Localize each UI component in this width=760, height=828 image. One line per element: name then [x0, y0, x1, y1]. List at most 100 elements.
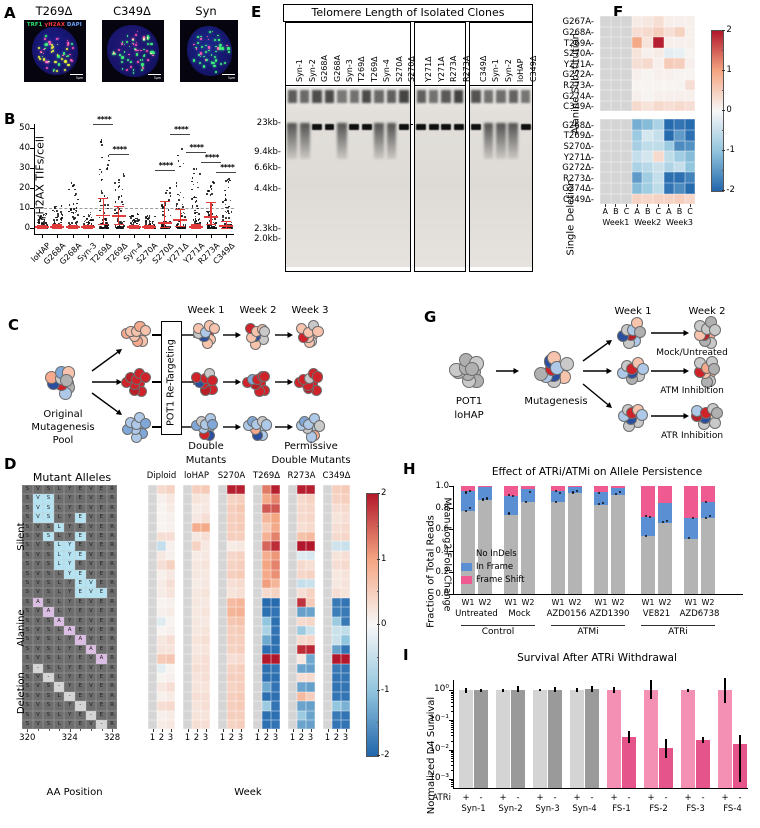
h-bar-in-frame	[611, 487, 625, 495]
seq-cell: S	[22, 579, 33, 588]
f-bot-cell	[663, 151, 675, 162]
f-bot-cell	[642, 130, 653, 141]
d-heat-cell	[148, 588, 157, 598]
h-y-tick	[449, 572, 453, 574]
data-point	[116, 206, 119, 209]
data-point	[162, 221, 165, 223]
d-heat-cell	[218, 532, 227, 542]
data-point	[42, 213, 45, 216]
seq-cell: S	[22, 504, 33, 513]
dna-damage-foci	[132, 38, 134, 40]
d-heat-cell	[341, 579, 350, 589]
sample-title-5: C349Δ	[322, 471, 351, 481]
sample-title-0: Diploid	[146, 471, 177, 481]
panel-g: G POT1 loHAP Mutagenesis Week 1 Week 2 Mock/U…	[380, 292, 760, 460]
f-bot-cell	[631, 119, 643, 130]
seq-cell: L	[54, 532, 65, 541]
telomere-band	[324, 123, 335, 131]
h-y-tick	[449, 486, 453, 487]
dna-damage-foci	[140, 49, 142, 52]
h-bar-in-frame	[701, 501, 715, 519]
i-sign-label: +	[610, 793, 618, 803]
d-heat-cell	[306, 635, 315, 645]
i-bar	[533, 690, 547, 788]
data-point	[90, 223, 93, 225]
telomere-foci	[121, 56, 124, 59]
d-heat-cell	[253, 616, 262, 626]
h-replicate-point	[465, 509, 468, 512]
h-bar-in-frame	[521, 489, 535, 503]
f-bot-cell	[642, 119, 653, 130]
d-heat-cell	[166, 682, 175, 692]
seq-cell: E	[96, 541, 107, 550]
sig-bar	[154, 170, 175, 171]
f-top-cell	[642, 79, 653, 91]
data-point	[198, 227, 201, 229]
f-top-cell	[642, 100, 653, 112]
f-cb-tick	[722, 190, 726, 192]
data-point	[75, 223, 78, 225]
telomere-foci	[218, 47, 222, 50]
f-bot-cell	[653, 119, 664, 130]
f-bot-row-label-2: S270Δ-	[563, 141, 594, 152]
d-heat-cell	[148, 607, 157, 617]
seq-cell: E	[96, 682, 107, 691]
d-heat-cell	[297, 616, 306, 626]
telomere-foci	[52, 49, 54, 52]
f-bot-cell	[674, 140, 685, 152]
seq-cell: Y	[64, 560, 75, 570]
data-point	[137, 213, 140, 216]
f-top-cell	[600, 79, 611, 91]
telomere-foci	[132, 72, 135, 74]
d-heat-cell	[201, 569, 210, 579]
data-point	[53, 210, 56, 213]
f-top-cell	[631, 47, 643, 59]
f-bot-cell	[600, 161, 611, 173]
telomere-foci	[130, 61, 132, 63]
seq-cell: E	[75, 607, 86, 616]
i-clone-label-5: FS-2	[649, 804, 668, 814]
h-y-label: 0.6	[435, 524, 449, 535]
d-heat-cell	[166, 485, 175, 495]
data-point	[191, 180, 193, 183]
seq-cell: S	[22, 720, 33, 729]
panel-i-title: Survival After ATRi Withdrawal	[517, 652, 677, 664]
seq-cell: E	[75, 579, 86, 589]
seq-cell: R	[107, 598, 118, 607]
i-y-minor	[451, 758, 453, 760]
h-replicate-point	[468, 489, 471, 492]
d-heat-cell	[262, 579, 271, 589]
week-pool-cell	[314, 420, 326, 432]
d-heat-cell	[227, 550, 236, 561]
d-heat-cell	[227, 654, 236, 664]
d-heat-cell	[323, 626, 332, 636]
d-heat-cell	[288, 560, 297, 570]
f-top-cell	[642, 90, 653, 101]
seq-cell: V	[85, 579, 97, 589]
i-clone-label-6: FS-3	[686, 804, 705, 814]
f-top-cell	[610, 69, 622, 80]
seq-cell: E	[75, 673, 86, 682]
h-legend-label-0: No InDels	[476, 549, 517, 559]
seq-cell: S	[22, 494, 33, 503]
g-week-label-1: Week 2	[688, 306, 726, 317]
h-replicate-point	[465, 491, 468, 494]
d-heat-cell	[288, 588, 297, 598]
lane-label: G268A	[320, 55, 329, 82]
h-bar-in-frame	[461, 491, 475, 512]
f-bot-cell	[653, 183, 664, 194]
telomere-foci	[219, 43, 222, 47]
data-point	[105, 219, 107, 222]
seq-cell: S	[43, 720, 54, 729]
data-point	[145, 221, 147, 224]
d-heat-cell	[297, 569, 306, 579]
data-point	[148, 215, 151, 217]
telomere-foci	[208, 49, 210, 52]
h-y-label: 1.0	[435, 481, 449, 491]
telomere-foci	[126, 34, 129, 37]
well-band	[337, 89, 347, 104]
d-heat-cell	[192, 513, 201, 523]
i-y-minor	[451, 696, 453, 698]
data-point	[206, 210, 209, 213]
telomere-foci	[205, 44, 207, 47]
